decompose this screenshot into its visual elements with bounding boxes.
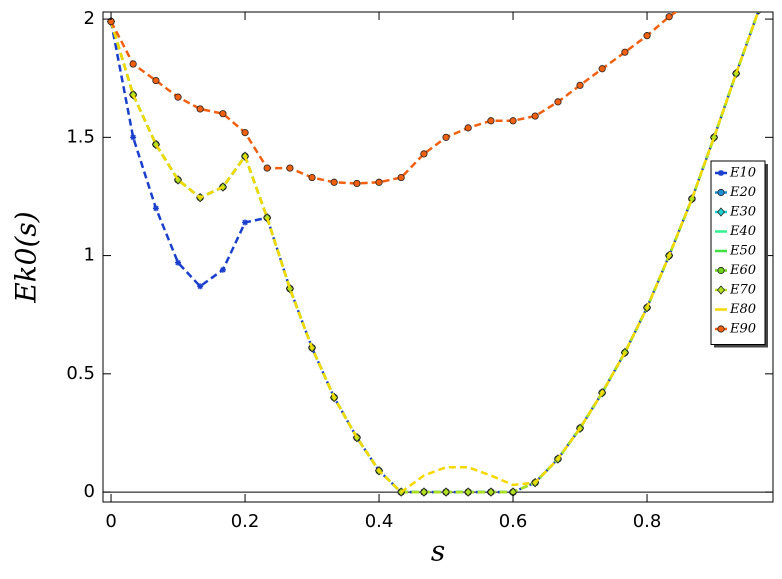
marker [420, 150, 428, 158]
marker [442, 133, 450, 141]
marker [621, 48, 629, 56]
marker [464, 124, 472, 132]
y-tick-label: 2 [84, 8, 95, 29]
plot-area [103, 0, 773, 497]
legend-label: E30 [729, 205, 756, 220]
marker [689, 0, 695, 3]
marker [718, 170, 724, 176]
marker [442, 487, 451, 497]
x-tick-label: 0 [105, 511, 116, 532]
marker [717, 266, 725, 275]
marker [285, 284, 294, 294]
marker [152, 76, 160, 85]
marker [717, 188, 725, 197]
marker [598, 65, 606, 73]
marker [174, 93, 182, 101]
series-line [109, 12, 760, 494]
series-line [109, 12, 678, 185]
marker [196, 105, 204, 113]
marker [219, 266, 226, 273]
marker [286, 164, 294, 172]
y-tick-label: 1.5 [66, 126, 95, 147]
marker [717, 325, 725, 333]
marker [263, 164, 271, 172]
marker [419, 487, 428, 497]
legend-label: E40 [729, 224, 756, 239]
x-tick-label: 0.4 [365, 511, 394, 532]
legend-label: E70 [729, 283, 756, 298]
legend-label: E10 [729, 166, 756, 181]
marker [152, 205, 159, 212]
x-tick-label: 0.8 [633, 511, 662, 532]
marker [242, 219, 249, 226]
marker [175, 259, 182, 266]
marker [308, 173, 316, 182]
marker [197, 283, 204, 290]
plot-frame [102, 11, 774, 503]
legend-label: E50 [729, 244, 756, 259]
marker [375, 178, 383, 186]
y-tick-label: 0 [84, 481, 95, 502]
legend-label: E60 [729, 263, 756, 278]
marker [464, 487, 473, 497]
marker [219, 110, 227, 118]
marker [241, 129, 249, 137]
x-tick-label: 0.2 [231, 511, 260, 532]
y-tick-label: 0.5 [66, 363, 95, 384]
y-axis-label: Ek0(s) [10, 211, 43, 303]
legend-label: E80 [729, 302, 756, 317]
marker [643, 32, 651, 40]
marker [130, 134, 137, 141]
marker [129, 90, 138, 100]
marker [716, 285, 726, 295]
marker [576, 81, 584, 89]
marker [174, 175, 183, 185]
marker [665, 13, 673, 21]
x-axis-label: s [431, 535, 445, 568]
legend-label: E20 [729, 185, 756, 200]
marker [330, 178, 338, 186]
legend-label: E90 [729, 322, 756, 337]
x-tick-label: 0.6 [499, 511, 528, 532]
y-tick-label: 1 [84, 245, 95, 266]
marker [756, 12, 761, 15]
marker [353, 179, 361, 188]
marker [397, 173, 405, 182]
marker [531, 112, 539, 120]
marker [554, 98, 562, 106]
marker [716, 207, 726, 217]
marker [129, 60, 137, 68]
marker [486, 487, 495, 497]
marker [487, 117, 495, 125]
marker [509, 117, 517, 125]
